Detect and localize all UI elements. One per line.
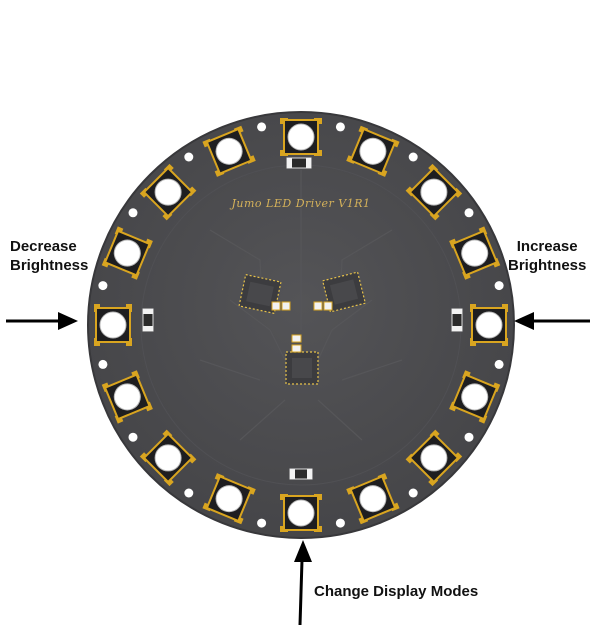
led-1 xyxy=(280,118,322,156)
ic-chip-left xyxy=(238,273,282,315)
arrow-decrease xyxy=(6,312,78,330)
led-16 xyxy=(202,125,256,177)
led-2 xyxy=(346,125,400,177)
mounting-hole xyxy=(464,432,474,442)
arrow-increase xyxy=(514,312,590,330)
mounting-hole xyxy=(184,152,194,162)
mounting-hole xyxy=(128,208,138,218)
led-11 xyxy=(139,429,197,487)
smd-resistor-bottom xyxy=(289,468,313,480)
mounting-hole xyxy=(408,152,418,162)
mounting-hole xyxy=(98,359,108,369)
silkscreen-label: Jumo LED Driver V1R1 xyxy=(230,197,371,210)
led-14 xyxy=(101,226,153,280)
decrease-label-line1: Decrease xyxy=(10,238,77,255)
mounting-hole xyxy=(494,359,504,369)
mounting-hole xyxy=(335,122,345,132)
mounting-hole xyxy=(408,488,418,498)
led-9 xyxy=(280,494,322,532)
led-13 xyxy=(94,304,132,346)
ic-chip-center xyxy=(285,351,319,385)
increase-label-line2: Brightness xyxy=(508,257,587,274)
led-8 xyxy=(346,473,400,525)
smd-resistor-left xyxy=(142,308,154,332)
led-10 xyxy=(202,473,256,525)
mounting-hole xyxy=(464,208,474,218)
change-display-modes-label: Change Display Modes xyxy=(314,583,479,600)
led-7 xyxy=(405,429,463,487)
led-15 xyxy=(139,163,197,221)
decrease-label-line2: Brightness xyxy=(10,257,89,274)
increase-brightness-label: Increase Brightness xyxy=(508,237,586,275)
led-3 xyxy=(405,163,463,221)
mounting-hole xyxy=(128,432,138,442)
decrease-brightness-label: Decrease Brightness xyxy=(10,237,88,275)
increase-label-line1: Increase xyxy=(516,238,578,255)
smd-resistor-right xyxy=(451,308,463,332)
mounting-holes xyxy=(98,122,504,528)
ic-chip-right xyxy=(321,271,367,313)
mounting-hole xyxy=(494,281,504,291)
led-5 xyxy=(470,304,508,346)
smd-resistor-top xyxy=(286,157,312,169)
led-12 xyxy=(101,370,153,424)
mounting-hole xyxy=(184,488,194,498)
led-6 xyxy=(449,370,501,424)
mounting-hole xyxy=(257,518,267,528)
arrow-mode xyxy=(294,540,312,626)
smd-capacitor-pair xyxy=(271,301,333,353)
mounting-hole xyxy=(257,122,267,132)
mounting-hole xyxy=(98,281,108,291)
led-4 xyxy=(449,226,501,280)
led-ring xyxy=(94,118,508,532)
mounting-hole xyxy=(335,518,345,528)
